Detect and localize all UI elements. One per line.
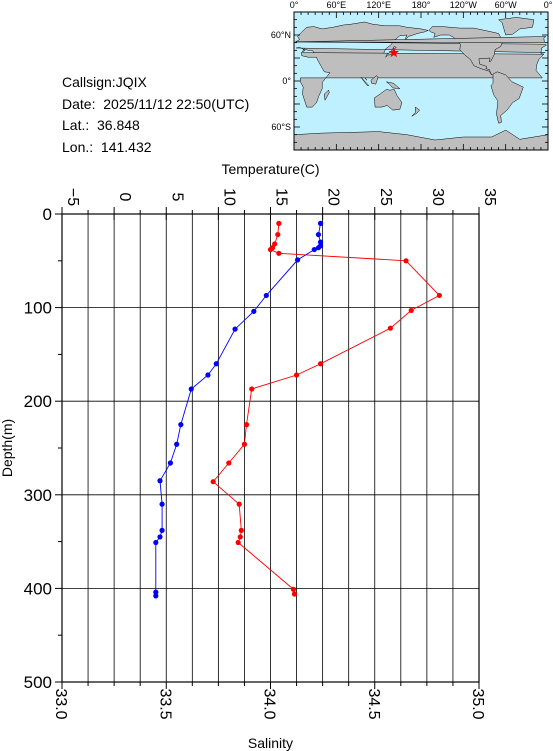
- land-greenland: [498, 17, 535, 36]
- temperature-point: [226, 460, 232, 466]
- temperature-point: [210, 479, 216, 485]
- temperature-point: [387, 325, 393, 331]
- temperature-point: [291, 591, 298, 597]
- temperature-point: [235, 539, 241, 546]
- salinity-point: [167, 460, 174, 466]
- salinity-point: [188, 386, 194, 392]
- depth-tick-label: 400: [24, 579, 52, 598]
- temperature-point: [249, 386, 255, 392]
- temperature-point: [241, 441, 248, 447]
- depth-tick-label: 300: [24, 486, 52, 505]
- salinity-point: [153, 589, 159, 595]
- salinity-point: [159, 501, 165, 507]
- salinity-tick-label: 33.0: [52, 688, 69, 719]
- temperature-point: [237, 534, 243, 540]
- salinity-point: [157, 478, 163, 484]
- salinity-point: [213, 361, 219, 367]
- salinity-point: [174, 441, 180, 447]
- latitude-text: Lat.: 36.848: [62, 117, 140, 133]
- salinity-point: [311, 246, 317, 253]
- temperature-point: [290, 586, 297, 592]
- temperature-tick-label: 30: [429, 188, 446, 206]
- temperature-tick-label: 20: [325, 188, 342, 206]
- salinity-tick-label: 34.5: [365, 688, 382, 719]
- salinity-point: [315, 231, 322, 238]
- temperature-point: [243, 422, 250, 428]
- salinity-point: [251, 308, 257, 314]
- salinity-axis-title: Salinity: [248, 735, 293, 751]
- temperature-point: [238, 527, 244, 533]
- salinity-tick-label: 33.5: [156, 688, 173, 719]
- salinity-point: [157, 534, 163, 540]
- salinity-point: [178, 422, 184, 428]
- salinity-point: [153, 593, 159, 599]
- land-britain: [295, 36, 547, 43]
- salinity-point: [232, 326, 238, 332]
- land-borneo: [370, 75, 379, 85]
- depth-tick-label: 500: [24, 673, 52, 692]
- salinity-tick-label: 35.0: [469, 688, 486, 719]
- map-lon-label: 0°: [290, 0, 299, 10]
- temperature-tick-label: 15: [273, 188, 290, 206]
- station-info: Callsign:JQIX Date: 2025/11/12 22:50(UTC…: [62, 72, 249, 158]
- date-text: Date: 2025/11/12 22:50(UTC): [62, 95, 250, 112]
- temperature-tick-label: 10: [220, 188, 237, 206]
- temperature-point: [276, 250, 282, 256]
- temperature-point: [267, 246, 274, 253]
- temperature-point: [293, 372, 300, 378]
- temperature-point: [403, 258, 409, 264]
- longitude-text: Lon.: 141.432: [62, 138, 152, 155]
- temperature-tick-label: 5: [168, 193, 185, 202]
- salinity-point: [317, 220, 324, 226]
- salinity-point: [153, 539, 159, 546]
- temperature-axis-title: Temperature(C): [221, 161, 319, 177]
- salinity-tick-label: 34.0: [261, 688, 278, 719]
- temperature-tick-label: 35: [481, 188, 498, 206]
- land-australia: [374, 89, 403, 111]
- callsign-text: Callsign:JQIX: [62, 74, 147, 90]
- map-lat-label: 0°: [282, 76, 291, 86]
- map-lon-label: 120°E: [366, 0, 391, 10]
- map-lon-label: 60°W: [495, 0, 518, 10]
- salinity-point: [263, 292, 269, 299]
- map-lon-label: 120°W: [450, 0, 478, 10]
- temperature-point: [408, 307, 414, 314]
- depth-axis-title: Depth(m): [0, 419, 15, 477]
- station-marker: [388, 47, 399, 58]
- depth-tick-label: 100: [24, 299, 52, 318]
- temperature-profile-line: [212, 223, 441, 595]
- map-lon-label: 0°: [544, 0, 553, 10]
- salinity-point: [317, 239, 324, 245]
- depth-tick-label: 200: [24, 392, 52, 411]
- salinity-point: [205, 372, 211, 378]
- salinity-point: [295, 257, 301, 263]
- temperature-point: [317, 361, 324, 367]
- map-lon-label: 180°: [412, 0, 431, 10]
- map-lon-label: 60°E: [327, 0, 347, 10]
- land-new-guinea: [386, 81, 401, 90]
- temperature-point: [236, 501, 242, 507]
- salinity-point: [159, 527, 165, 533]
- salinity-point: [315, 245, 322, 251]
- map-lat-label: 60°S: [271, 122, 291, 132]
- land-new-zealand: [411, 106, 420, 117]
- land-madagascar: [324, 89, 330, 102]
- land-antarctica: [294, 129, 548, 150]
- temperature-point: [276, 220, 282, 226]
- map-lat-label: 60°N: [271, 30, 291, 40]
- land-sumatra: [360, 77, 370, 86]
- land-south-america: [490, 71, 524, 124]
- depth-tick-label: 0: [43, 205, 52, 224]
- temperature-tick-label: 25: [377, 188, 394, 206]
- temperature-point: [275, 231, 281, 238]
- temperature-tick-label: 0: [116, 193, 133, 202]
- temperature-tick-label: −5: [64, 188, 81, 206]
- land-group: [294, 17, 548, 150]
- world-map: 0° 60°E 120°E 180° 120°W 60°W 0° 60°N 0° 60°S: [271, 0, 553, 151]
- temperature-point: [436, 292, 442, 299]
